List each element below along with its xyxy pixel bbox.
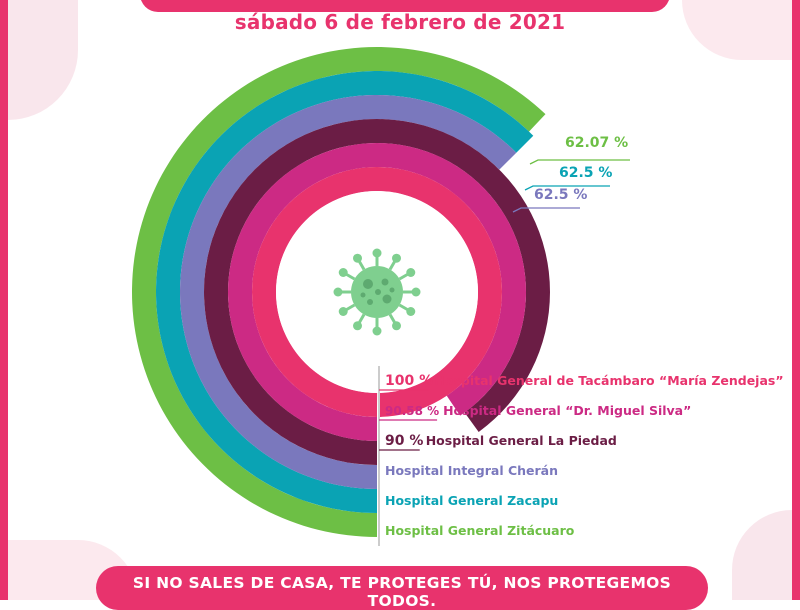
page-date: sábado 6 de febrero de 2021 <box>234 10 566 34</box>
value-label: 100 % <box>385 373 433 389</box>
footer-slogan: SI NO SALES DE CASA, TE PROTEGES TÚ, NOS… <box>132 574 672 610</box>
hospital-label: Hospital General de Tacámbaro “María Zen… <box>434 373 783 388</box>
title-banner <box>140 0 670 12</box>
hospital-label: Hospital General Zacapu <box>385 493 558 508</box>
hospital-label: Hospital General “Dr. Miguel Silva” <box>443 403 691 418</box>
value-leader <box>512 207 580 213</box>
value-leader <box>524 185 610 191</box>
ring-bar <box>156 71 534 513</box>
hospital-label: Hospital Integral Cherán <box>385 463 558 478</box>
footer-banner: SI NO SALES DE CASA, TE PROTEGES TÚ, NOS… <box>96 566 708 610</box>
hospital-label: Hospital General Zitácuaro <box>385 523 575 538</box>
ring-bar <box>180 95 517 489</box>
value-label: 90.58 % <box>385 404 439 418</box>
value-label: 62.5 % <box>534 187 587 203</box>
hospital-label: Hospital General La Piedad <box>426 433 617 448</box>
frame-border <box>0 0 8 600</box>
value-label: 62.5 % <box>559 165 612 181</box>
virus-icon <box>333 248 421 336</box>
ring-bar <box>131 46 546 537</box>
label-divider <box>378 366 380 546</box>
value-leader <box>529 159 630 165</box>
value-label: 90 % <box>385 433 423 449</box>
frame-border <box>792 0 800 600</box>
value-label: 62.07 % <box>565 135 628 151</box>
